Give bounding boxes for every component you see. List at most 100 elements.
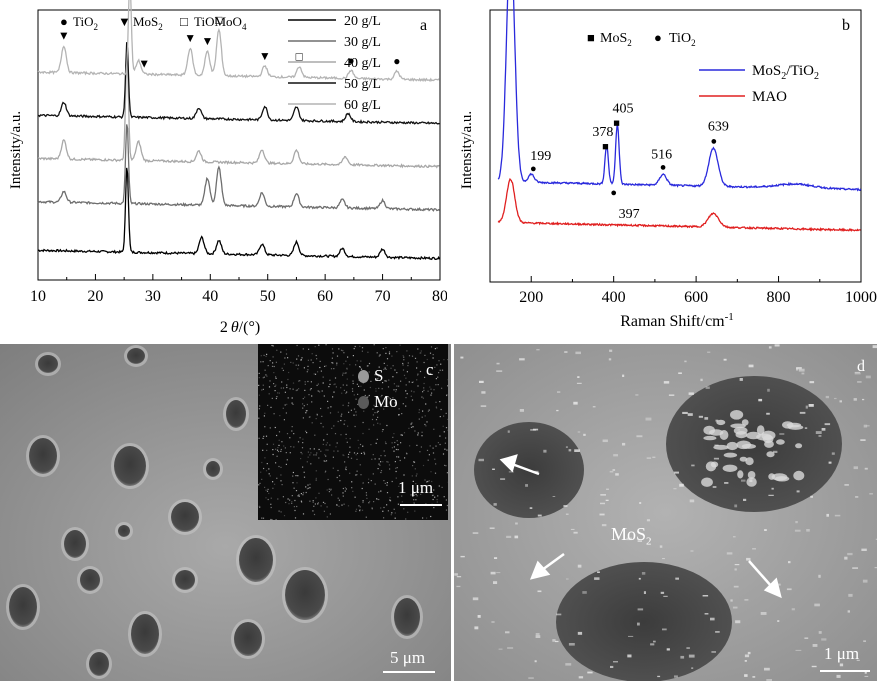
main-scale-bar-c [383,671,435,673]
arrow-2 [541,552,565,572]
xrd-x-tick-label-70: 70 [375,288,391,305]
arrows [499,454,782,599]
raman-peak-marker-199: ● [530,163,537,175]
raman-peak-label-639: 639 [708,119,729,134]
pore-6 [206,461,220,477]
scale-bar-d [820,670,870,672]
sem-d-micrograph [454,344,877,681]
xrd-curve-2 [37,124,440,212]
panel-letter-a: a [420,17,427,34]
pore-4 [114,446,146,486]
eds-map-noise [258,344,448,520]
xrd-x-tick-label-20: 20 [87,288,103,305]
xrd-legend-label-4: 50 g/L [344,77,381,92]
raman-x-axis-label: Raman Shift/cm-1 [620,311,734,330]
xrd-x-axis-label: 2 θ/(°) [220,319,260,336]
panel-letter-b: b [842,17,850,34]
eds-map-inset: S Mo c 1 μm [258,344,448,520]
mos2-label: MoS2 [611,524,652,548]
xrd-phase-marker-9: ● [347,53,354,67]
eds-s-label: S [374,366,384,385]
eds-s-dot [358,369,369,383]
legend-tio2-circle: ● [654,30,662,45]
eds-mo-dot [358,395,369,409]
inset-scale-label: 1 μm [398,478,434,497]
pore-14 [394,598,420,636]
legend-mos2-square: ■ [587,30,595,45]
pore-10 [239,538,273,582]
raman-peak-label-397: 397 [619,207,640,222]
pore-11 [80,569,100,591]
panel-letter-d: d [857,358,865,375]
xrd-phase-marker-10: ● [393,54,400,68]
xrd-curve-5 [37,0,440,83]
xrd-phase-marker-8: □ [296,50,303,64]
pore-2 [127,348,145,364]
xrd-x-tick-label-80: 80 [432,288,447,305]
xrd-x-tick-label-60: 60 [317,288,333,305]
legend-tio2-text: TiO2 [669,31,696,48]
xrd-x-tick-label-50: 50 [260,288,276,305]
legend-tiomoo4-label: TiOMoO4 [194,14,247,32]
raman-peak-marker-405: ■ [613,118,620,130]
xrd-legend-label-1: 20 g/L [344,14,381,29]
xrd-phase-marker-4: ▼ [184,31,196,45]
raman-x-tick-label-400: 400 [602,289,626,306]
raman-peak-marker-378: ■ [602,141,609,153]
raman-peak-marker-639: ● [711,135,718,147]
xrd-x-tick-label-30: 30 [145,288,161,305]
raman-x-tick-label-800: 800 [767,289,791,306]
eds-mo-label: Mo [374,392,398,411]
pore-18 [89,652,109,676]
panel-c-sem-image: S Mo c 1 μm 5 μm [0,344,451,681]
xrd-phase-marker-7: ▼ [259,49,271,63]
pore-5 [226,400,246,428]
scale-label-d: 1 μm [824,644,860,663]
panel-d-sem-image: d MoS2 1 μm [454,344,877,681]
inset-scale-bar [400,504,442,506]
raman-x-tick-label-200: 200 [519,289,543,306]
eds-legend-mo: Mo [358,392,398,412]
raman-curve-2 [497,177,861,232]
pore-12 [175,570,195,590]
raman-peak-marker-397: ● [610,187,617,199]
arrow-3 [748,560,773,588]
pore-3 [29,438,57,474]
xrd-phase-marker-6: □ [215,13,222,27]
xrd-plot-frame [37,9,441,281]
pore-15 [9,587,37,627]
raman-series-legend: MoS2/TiO2 MAO [699,63,819,105]
pore-13 [285,570,325,620]
raman-x-tick-label-600: 600 [684,289,708,306]
xrd-legend-label-2: 30 g/L [344,35,381,50]
raman-x-tick-label-1000: 1000 [845,289,877,306]
xrd-y-axis-label: Intensity/a.u. [8,111,24,189]
raman-marker-legend: ■ MoS2 ● TiO2 [587,30,696,48]
raman-curve-1 [497,0,862,192]
xrd-series-legend: 20 g/L 30 g/L 40 g/L 50 g/L 60 g/L [288,14,381,113]
raman-plot-frame [489,9,862,283]
xrd-phase-marker-5: ▼ [201,34,213,48]
xrd-x-tick-label-10: 10 [30,288,46,305]
legend-mos2-symbol: ▼ [118,14,131,29]
raman-peak-label-405: 405 [613,102,634,117]
main-scale-label-c: 5 μm [390,648,426,667]
xrd-x-tick-label-40: 40 [202,288,218,305]
xrd-legend-label-3: 40 g/L [344,56,381,71]
pore-9 [171,502,199,532]
pore-16 [131,614,159,654]
panel-letter-c: c [426,360,434,379]
arrow-1 [511,462,540,476]
raman-peak-marker-516: ● [660,161,667,173]
legend-label-mao: MAO [752,89,787,105]
pore-1 [38,355,58,373]
xrd-phase-marker-1: ▼ [58,29,70,43]
eds-legend-s: S [358,366,383,386]
xrd-marker-legend: ● TiO2 ▼ MoS2 □ TiOMoO4 [60,14,247,32]
legend-mos2-label: MoS2 [133,14,163,32]
xrd-curve-3 [37,54,440,169]
